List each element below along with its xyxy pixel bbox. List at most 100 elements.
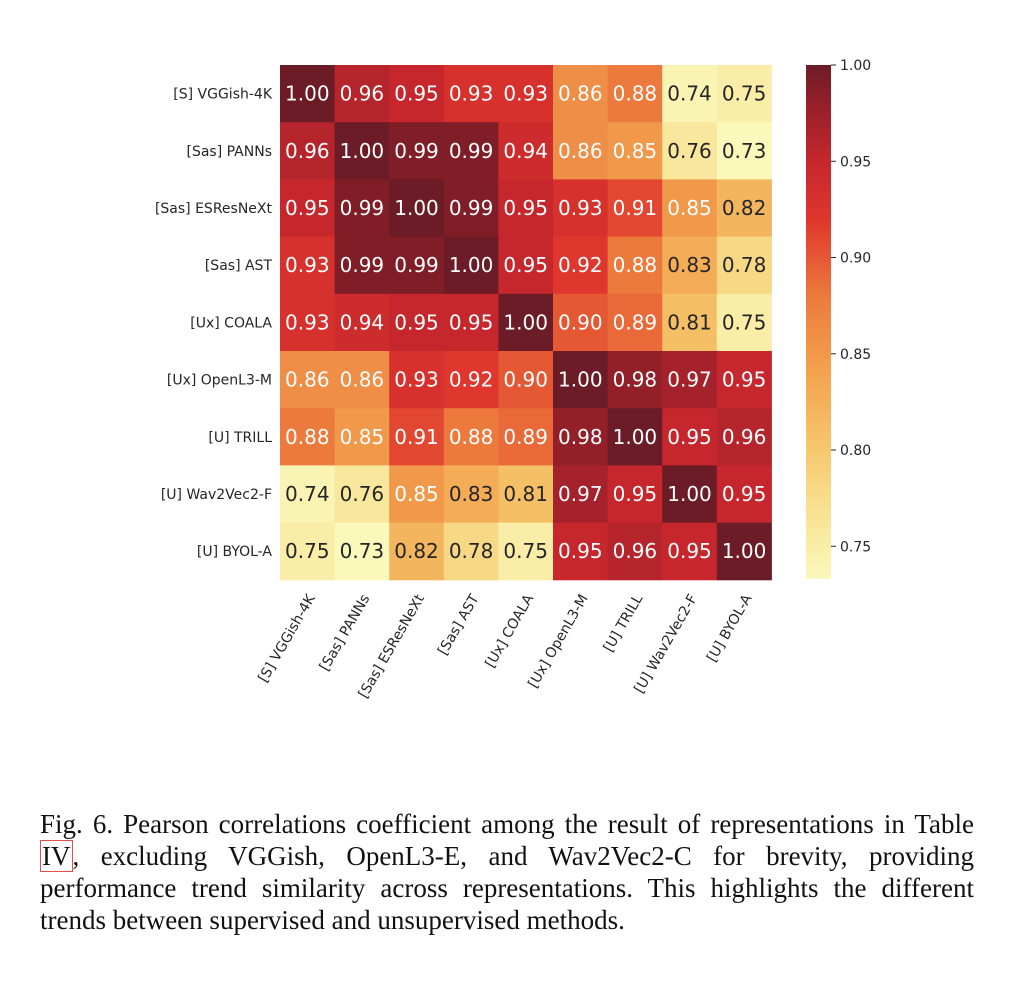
cell-value-label: 0.95 xyxy=(394,310,439,334)
colorbar-tick-label: 0.95 xyxy=(840,154,871,170)
cell-value-label: 0.98 xyxy=(613,368,658,392)
correlation-heatmap: 1.00 0.96 0.95 0.93 0.93 0.86 0.88 0.74 0.75 0.96… xyxy=(155,58,871,701)
heatmap-cell xyxy=(716,293,772,352)
heatmap-cell xyxy=(334,65,390,123)
cell-value-label: 0.90 xyxy=(503,368,548,392)
heatmap-cell xyxy=(553,465,609,524)
cell-value-label: 0.78 xyxy=(722,253,767,277)
row-label: [Sas] ESResNeXt xyxy=(155,201,273,217)
column-label: [U] TRILL xyxy=(601,592,647,655)
row-label: [Ux] OpenL3-M xyxy=(167,373,272,389)
heatmap-cell xyxy=(334,179,390,238)
cell-value-label: 0.93 xyxy=(394,368,439,392)
heatmap-cell xyxy=(443,122,499,180)
cell-value-label: 0.73 xyxy=(722,139,767,163)
cell-value-label: 0.75 xyxy=(285,539,330,563)
cell-value-label: 0.96 xyxy=(285,139,330,163)
colorbar-tick-label: 0.85 xyxy=(840,347,871,363)
heatmap-cell xyxy=(334,351,390,409)
cell-value-label: 0.95 xyxy=(558,539,603,563)
column-label: [S] VGGish-4K xyxy=(256,591,320,685)
cell-value-label: 0.81 xyxy=(667,310,712,334)
cell-value-label: 0.96 xyxy=(613,539,658,563)
cell-value-label: 0.99 xyxy=(340,196,385,220)
row-label: [S] VGGish-4K xyxy=(173,87,273,103)
heatmap-cell xyxy=(662,522,718,581)
row-label: [U] Wav2Vec2-F xyxy=(161,487,272,503)
colorbar-tick-label: 1.00 xyxy=(840,58,871,74)
heatmap-cell xyxy=(280,179,336,238)
heatmap-cell xyxy=(716,65,772,123)
heatmap-cell xyxy=(443,522,499,581)
cell-value-label: 0.96 xyxy=(340,82,385,106)
figure-caption: Fig. 6. Pearson correlations coefficient… xyxy=(40,808,974,936)
heatmap-cell xyxy=(389,351,445,409)
cell-value-label: 0.91 xyxy=(394,425,439,449)
heatmap-cell xyxy=(662,236,718,295)
heatmap-cell xyxy=(280,408,336,466)
heatmap-cell xyxy=(498,465,554,524)
column-label: [Sas] PANNs xyxy=(317,592,374,674)
heatmap-cell xyxy=(389,293,445,352)
caption-text: Fig. 6. Pearson correlations coefficient… xyxy=(40,809,974,839)
column-labels: [S] VGGish-4K[Sas] PANNs[Sas] ESResNeXt[… xyxy=(256,591,756,701)
heatmap-cell xyxy=(553,65,609,123)
cell-value-label: 0.98 xyxy=(558,425,603,449)
heatmap-cell xyxy=(716,236,772,295)
cell-value-label: 0.88 xyxy=(613,253,658,277)
heatmap-cell xyxy=(607,65,663,123)
heatmap-cell xyxy=(498,408,554,466)
heatmap-cell xyxy=(662,465,718,524)
cell-value-label: 0.95 xyxy=(667,539,712,563)
row-label: [Sas] AST xyxy=(205,258,273,274)
colorbar-gradient xyxy=(806,65,831,579)
heatmap-cell xyxy=(280,522,336,581)
cell-value-label: 1.00 xyxy=(503,310,548,334)
heatmap-cell xyxy=(443,465,499,524)
colorbar-tick-label: 0.90 xyxy=(840,251,871,267)
heatmap-cell xyxy=(716,465,772,524)
cell-value-label: 0.88 xyxy=(449,425,494,449)
heatmap-cell xyxy=(498,351,554,409)
heatmap-cell xyxy=(334,522,390,581)
cell-value-label: 0.95 xyxy=(285,196,330,220)
cell-value-label: 0.90 xyxy=(558,310,603,334)
cell-value-label: 0.93 xyxy=(449,82,494,106)
cell-value-label: 0.99 xyxy=(394,253,439,277)
table-reference-link[interactable]: IV xyxy=(40,840,73,872)
colorbar-tick-label: 0.80 xyxy=(840,443,871,459)
heatmap-cell xyxy=(498,122,554,180)
heatmap-cell xyxy=(389,179,445,238)
cell-value-label: 0.91 xyxy=(613,196,658,220)
heatmap-cell xyxy=(662,179,718,238)
cell-value-label: 0.74 xyxy=(285,482,330,506)
heatmap-cell xyxy=(443,293,499,352)
heatmap-cell xyxy=(443,179,499,238)
heatmap-cell xyxy=(716,522,772,581)
colorbar: 1.00 0.95 0.90 0.85 0.80 0.75 xyxy=(806,58,871,579)
cell-value-label: 0.93 xyxy=(285,310,330,334)
heatmap-cell xyxy=(498,236,554,295)
heatmap-cell xyxy=(498,522,554,581)
cell-value-label: 0.94 xyxy=(503,139,548,163)
heatmap-cell xyxy=(553,122,609,180)
cell-value-label: 0.86 xyxy=(340,368,385,392)
row-labels: [S] VGGish-4K [Sas] PANNs [Sas] ESResNeXt [… xyxy=(155,87,273,561)
cell-value-label: 0.81 xyxy=(503,482,548,506)
cell-value-label: 0.83 xyxy=(667,253,712,277)
cell-value-label: 1.00 xyxy=(285,82,330,106)
heatmap-cell xyxy=(389,465,445,524)
heatmap-cell xyxy=(334,236,390,295)
heatmap-cell xyxy=(280,465,336,524)
column-label: [U] BYOL-A xyxy=(704,591,756,664)
heatmap-cell xyxy=(389,122,445,180)
row-label: [Sas] PANNs xyxy=(187,144,273,160)
cell-value-label: 0.75 xyxy=(722,82,767,106)
heatmap-cell xyxy=(607,293,663,352)
heatmap-cell xyxy=(662,408,718,466)
heatmap-cell xyxy=(553,236,609,295)
cell-value-label: 0.97 xyxy=(558,482,603,506)
cell-value-label: 0.99 xyxy=(449,196,494,220)
cell-value-label: 0.89 xyxy=(503,425,548,449)
column-label: [Ux] COALA xyxy=(482,591,537,670)
